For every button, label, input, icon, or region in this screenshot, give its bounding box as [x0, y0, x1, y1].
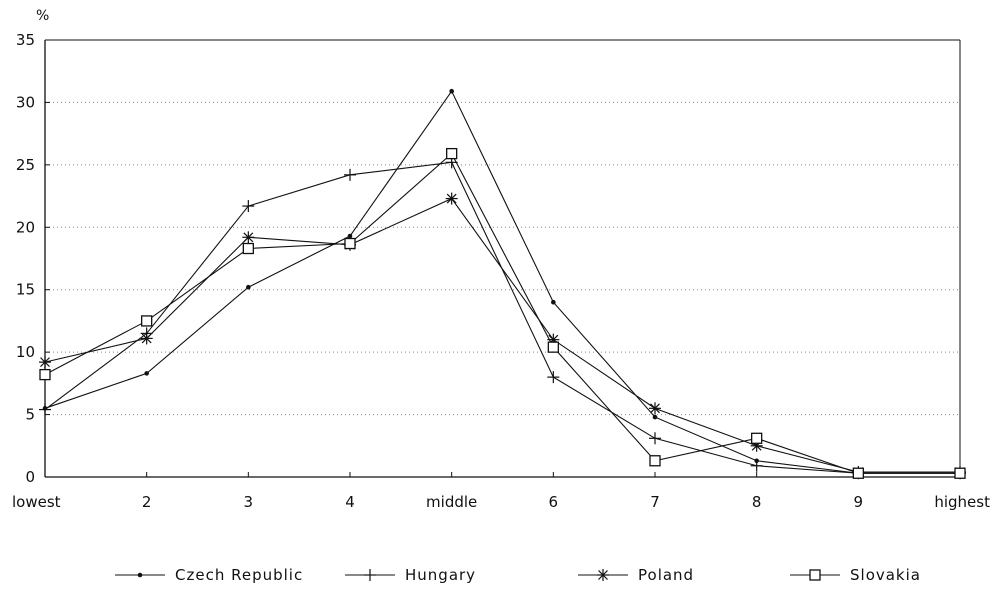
data-point-poland [39, 356, 51, 369]
legend-marker [809, 569, 821, 581]
series-line-poland [44, 197, 960, 473]
marker-dot [144, 371, 149, 376]
plot-frame [44, 39, 961, 478]
data-point-slovakia [242, 242, 254, 255]
legend-label: Czech Republic [175, 566, 303, 584]
data-point-slovakia [39, 368, 51, 381]
x-tick-label: 3 [244, 493, 254, 511]
marker-star-d2 [446, 193, 457, 204]
marker-dot [347, 233, 353, 239]
marker-dot [246, 284, 251, 290]
series-czech-republic [42, 88, 963, 476]
data-point-slovakia [446, 147, 458, 160]
series-lines [39, 88, 966, 480]
legend-marker [137, 572, 143, 578]
y-tick-labels: 0 5 10 15 20 25 30 35 [16, 31, 50, 486]
series-slovakia [39, 147, 966, 479]
y-tick-label: 20 [16, 218, 35, 236]
y-axis-unit: % [36, 8, 49, 24]
marker-star-d2 [598, 570, 608, 580]
marker-square [649, 455, 661, 467]
grid [45, 101, 960, 416]
series-line-hungary [44, 161, 960, 474]
marker-dot [449, 88, 454, 94]
marker-star-d2 [40, 357, 50, 368]
marker-square [242, 242, 254, 255]
x-tick-label: 4 [345, 493, 355, 511]
legend-label: Slovakia [850, 566, 921, 584]
legend-marker [364, 569, 376, 581]
marker-square [141, 315, 153, 327]
marker-square [39, 368, 51, 381]
marker-star-d2 [243, 232, 254, 243]
data-point-hungary [242, 200, 255, 213]
series-line-czech-republic [44, 90, 960, 474]
data-point-czech-republic [551, 299, 556, 305]
y-tick-label: 0 [25, 468, 35, 486]
marker-dot [652, 414, 658, 420]
series-line-slovakia [44, 152, 960, 474]
y-tick-label: 10 [16, 343, 35, 361]
marker-square [446, 147, 458, 160]
data-point-slovakia [954, 467, 966, 479]
x-tick-label: 6 [549, 493, 559, 511]
y-tick-label: 15 [16, 281, 35, 299]
y-tick-label: 30 [16, 93, 35, 111]
legend-item-slovakia: Slovakia [790, 566, 921, 584]
marker-square [751, 432, 763, 444]
x-tick-labels: lowest 2 3 4 middle 6 7 8 9 highest [12, 472, 990, 511]
legend: Czech Republic Hungary Poland Slovakia [115, 566, 921, 584]
marker-square [547, 341, 559, 353]
series-hungary [39, 156, 966, 480]
data-point-hungary [649, 432, 661, 445]
data-point-hungary [344, 168, 356, 181]
legend-label: Hungary [405, 566, 476, 584]
legend-marker [597, 569, 609, 581]
series-poland [39, 192, 966, 479]
marker-square [852, 467, 864, 479]
data-point-czech-republic [144, 371, 149, 376]
marker-star-d2 [650, 403, 660, 414]
data-point-slovakia [344, 237, 356, 250]
marker-square [809, 569, 821, 581]
x-tick-label: 8 [752, 493, 762, 511]
data-point-slovakia [649, 455, 661, 467]
legend-label: Poland [638, 566, 694, 584]
data-point-hungary [750, 459, 763, 472]
x-tick-label: 2 [142, 493, 152, 511]
data-point-czech-republic [246, 284, 251, 290]
x-tick-label: 7 [650, 493, 660, 511]
marker-star-d2 [141, 333, 152, 344]
data-point-czech-republic [652, 414, 658, 420]
data-point-poland [242, 231, 255, 244]
legend-item-hungary: Hungary [345, 566, 476, 584]
data-point-hungary [39, 403, 51, 416]
data-point-czech-republic [449, 88, 454, 94]
marker-dot [551, 299, 556, 305]
legend-item-czech-republic: Czech Republic [115, 566, 303, 584]
legend-item-poland: Poland [578, 566, 694, 584]
marker-square [954, 467, 966, 479]
x-tick-label: 9 [854, 493, 864, 511]
y-tick-label: 35 [16, 31, 35, 49]
data-point-poland [445, 192, 458, 205]
x-tick-label: middle [426, 493, 477, 511]
data-point-hungary [547, 371, 560, 384]
data-point-czech-republic [347, 233, 353, 239]
y-tick-label: 5 [25, 406, 35, 424]
data-point-slovakia [141, 315, 153, 327]
y-tick-label: 25 [16, 156, 35, 174]
data-point-poland [649, 402, 661, 415]
x-tick-label: lowest [12, 493, 61, 511]
marker-dot [137, 572, 143, 578]
data-point-poland [140, 332, 153, 345]
data-point-slovakia [852, 467, 864, 479]
data-point-slovakia [547, 341, 559, 353]
data-point-slovakia [751, 432, 763, 444]
x-tick-label: highest [934, 493, 990, 511]
marker-square [344, 237, 356, 250]
